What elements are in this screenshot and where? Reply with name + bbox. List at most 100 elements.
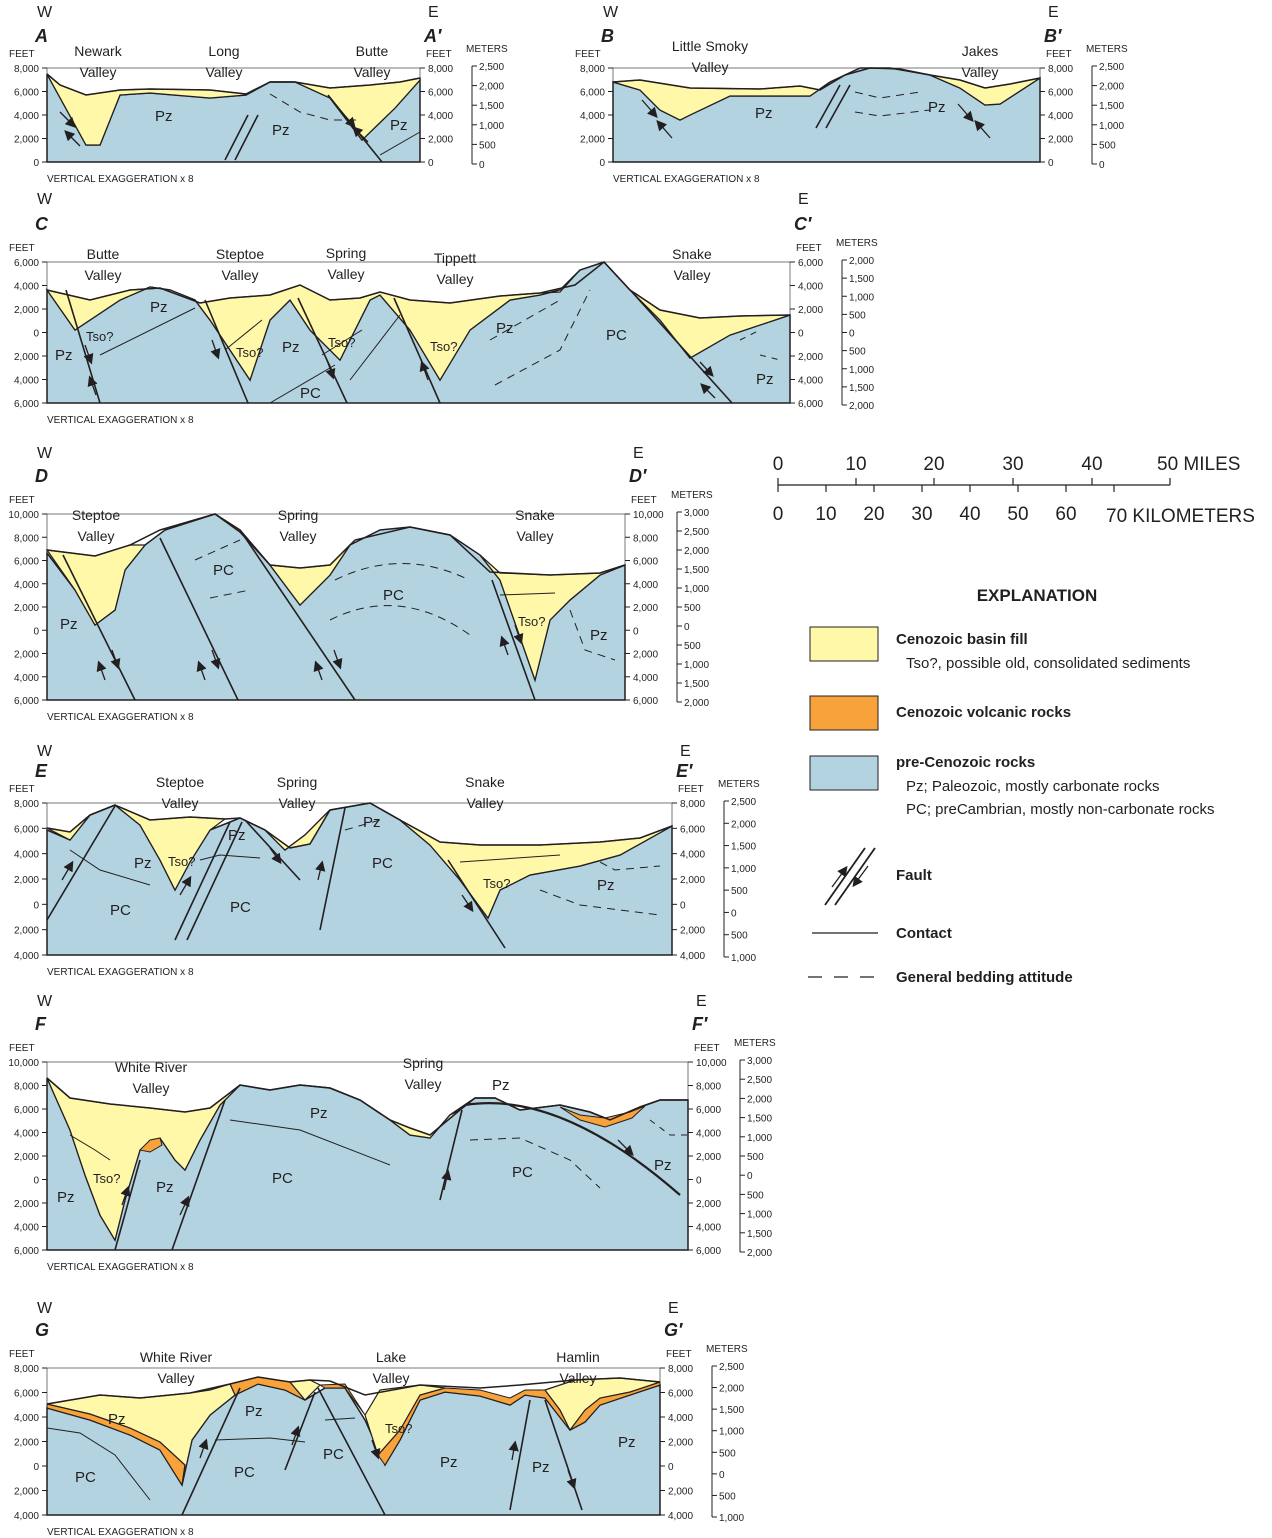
feet-tick-left: 6,000 xyxy=(14,1105,39,1116)
explanation-title: EXPLANATION xyxy=(977,586,1098,605)
vertical-exaggeration-label: VERTICAL EXAGGERATION x 8 xyxy=(47,174,194,185)
meter-tick: 500 xyxy=(731,886,748,897)
valley-label: Spring Valley xyxy=(326,245,366,282)
section-g-frame: WG E G′ FEET FEET METERS 8,000 8,000 6,000 6,000 4… xyxy=(9,1300,748,1538)
meters-label: METERS xyxy=(706,1344,748,1355)
section-f-rock-2: Pz xyxy=(156,1179,174,1196)
feet-tick-right: 0 xyxy=(680,900,686,911)
basin-fill-label: Cenozoic basin fill xyxy=(896,631,1028,648)
meter-tick: 1,500 xyxy=(684,565,709,576)
meter-tick: 2,500 xyxy=(719,1362,744,1373)
feet-tick-left: 0 xyxy=(33,900,39,911)
feet-label-right: FEET xyxy=(426,49,452,60)
section-a-rock-2: Pz xyxy=(272,122,290,139)
meter-tick: 2,500 xyxy=(747,1075,772,1086)
section-f-rock-6: Pz xyxy=(492,1077,510,1094)
section-c-tso-3: Tso? xyxy=(328,335,355,350)
meter-tick: 2,000 xyxy=(479,82,504,93)
meter-tick: 0 xyxy=(731,908,737,919)
feet-tick-right: 10,000 xyxy=(633,510,664,521)
meter-tick: 2,000 xyxy=(684,546,709,557)
feet-tick-right: 2,000 xyxy=(798,352,823,363)
feet-label: FEET xyxy=(9,495,35,506)
meter-tick: 0 xyxy=(849,329,855,340)
section-c-rock-4: PC xyxy=(300,385,321,402)
section-f-rock-3: PC xyxy=(272,1170,293,1187)
meter-tick: 1,000 xyxy=(719,1513,744,1524)
west-label: W xyxy=(37,191,53,208)
feet-tick-right: 8,000 xyxy=(428,64,453,75)
feet-tick-right: 2,000 xyxy=(696,1152,721,1163)
section-start-label: C xyxy=(35,214,49,234)
miles-tick: 0 xyxy=(773,454,784,475)
section-b-rock-1: Pz xyxy=(755,105,773,122)
feet-tick-right: 2,000 xyxy=(668,1438,693,1449)
section-end-label: D′ xyxy=(629,466,647,486)
meter-tick: 1,500 xyxy=(731,842,756,853)
section-g: Pz PC Pz PC PC Pz Pz Pz Tso? xyxy=(46,1376,661,1516)
valley-label: Spring Valley xyxy=(277,774,317,811)
section-c: Pz Pz Pz PC PC Pz Pz Tso? Tso? Tso? Tso? xyxy=(45,260,791,404)
feet-tick-right: 6,000 xyxy=(1048,88,1073,99)
section-end-label: F′ xyxy=(692,1014,708,1034)
feet-label-right: FEET xyxy=(796,243,822,254)
section-c-tso-1: Tso? xyxy=(86,329,113,344)
feet-tick-right: 4,000 xyxy=(428,111,453,122)
section-start-label: E xyxy=(35,761,48,781)
section-b-frame: WB E B′ FEET FEET METERS 8,000 8,000 6,000 6,000 4… xyxy=(575,4,1128,185)
feet-tick-left: 4,000 xyxy=(14,951,39,962)
feet-tick-left: 8,000 xyxy=(14,1082,39,1093)
valley-label: Hamlin Valley xyxy=(556,1349,600,1386)
feet-label-right: FEET xyxy=(666,1349,692,1360)
section-end-label: C′ xyxy=(794,214,812,234)
feet-tick-right: 2,000 xyxy=(668,1487,693,1498)
feet-tick-left: 4,000 xyxy=(14,1129,39,1140)
section-e-rock-6: PC xyxy=(372,855,393,872)
feet-tick-right: 8,000 xyxy=(1048,64,1073,75)
feet-tick-right: 6,000 xyxy=(428,88,453,99)
meter-tick: 0 xyxy=(1099,160,1105,171)
meter-tick: 1,500 xyxy=(1099,101,1124,112)
section-c-rock-2: Pz xyxy=(55,347,73,364)
meters-label: METERS xyxy=(836,238,878,249)
feet-tick-left: 2,000 xyxy=(14,1487,39,1498)
meter-tick: 2,000 xyxy=(849,256,874,267)
feet-tick-left: 4,000 xyxy=(14,580,39,591)
meter-tick: 2,500 xyxy=(1099,62,1124,73)
km-tick: 30 xyxy=(911,504,932,525)
feet-tick-left: 6,000 xyxy=(14,696,39,707)
valley-label: Snake Valley xyxy=(515,507,555,544)
scale-bar: 0 10 20 30 40 50 MILES 0 10 20 30 40 50 60 70 KILOMET… xyxy=(773,454,1255,527)
section-f-rock-4: Pz xyxy=(310,1105,328,1122)
meter-tick: 1,000 xyxy=(479,121,504,132)
meter-tick: 0 xyxy=(684,622,690,633)
feet-tick-right: 2,000 xyxy=(696,1199,721,1210)
feet-label: FEET xyxy=(9,1043,35,1054)
feet-tick-left: 8,000 xyxy=(14,64,39,75)
meter-tick: 500 xyxy=(684,603,701,614)
feet-label-right: FEET xyxy=(631,495,657,506)
section-a-rock-3: Pz xyxy=(390,117,408,134)
section-e-rock-7: Pz xyxy=(597,877,615,894)
pre-cenozoic-sub-1: Pz; Paleozoic, mostly carbonate rocks xyxy=(906,778,1159,795)
explanation: EXPLANATION Cenozoic basin fill Tso?, po… xyxy=(808,586,1214,986)
section-d-rock-3: PC xyxy=(383,587,404,604)
valley-label: Butte Valley xyxy=(84,246,121,283)
meter-tick: 3,000 xyxy=(684,508,709,519)
pre-cenozoic-label: pre-Cenozoic rocks xyxy=(896,754,1035,771)
section-d: Pz PC PC Pz Tso? xyxy=(45,513,626,701)
feet-tick-left: 0 xyxy=(33,626,39,637)
meter-tick: 1,000 xyxy=(684,584,709,595)
vertical-exaggeration-label: VERTICAL EXAGGERATION x 8 xyxy=(47,415,194,426)
east-label: E xyxy=(633,445,644,462)
feet-tick-left: 6,000 xyxy=(580,88,605,99)
section-g-rock-5: PC xyxy=(323,1446,344,1463)
vertical-exaggeration-label: VERTICAL EXAGGERATION x 8 xyxy=(47,712,194,723)
feet-tick-right: 0 xyxy=(1048,158,1054,169)
meter-tick: 2,500 xyxy=(479,62,504,73)
valley-label: Steptoe Valley xyxy=(216,246,264,283)
section-c-tso-2: Tso? xyxy=(236,345,263,360)
meter-tick: 0 xyxy=(479,160,485,171)
feet-tick-right: 2,000 xyxy=(428,135,453,146)
